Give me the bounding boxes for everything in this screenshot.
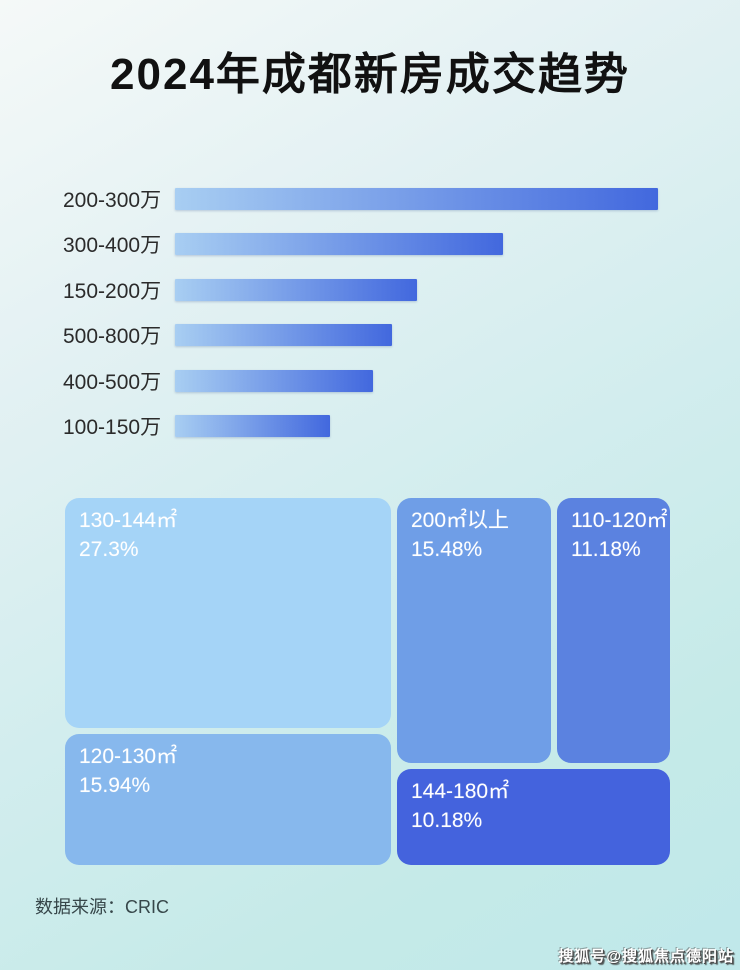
tile-range-label: 144-180㎡ [411,780,510,803]
bar-label: 500-800万 [63,325,162,349]
treemap-tile-130-144: 130-144㎡ 27.3% [65,498,391,728]
bar-fill [175,324,393,347]
tile-percent-label: 10.18% [411,808,483,832]
bar-row: 300-400万 [63,222,658,268]
tile-range-label: 200㎡以上 [411,509,510,532]
tile-percent-label: 11.18% [571,537,641,561]
bar-track [175,415,658,438]
bar-track [175,233,658,256]
bar-label: 300-400万 [63,234,162,258]
tile-range-label: 130-144㎡ [79,509,178,532]
tile-range-label: 110-120㎡ [571,509,668,532]
bar-row: 500-800万 [63,313,658,359]
bar-label: 200-300万 [63,188,162,212]
bar-row: 400-500万 [63,358,658,404]
bar-fill [175,369,374,392]
tile-range-label: 120-130㎡ [79,745,178,768]
treemap-tile-144-180: 144-180㎡ 10.18% [397,769,670,865]
price-bracket-bar-chart: 200-300万 300-400万 150-200万 500-800万 400-… [63,176,658,449]
bar-label: 150-200万 [63,279,162,303]
data-source: 数据来源：CRIC [35,897,169,917]
bar-track [175,278,658,301]
bar-track [175,369,658,392]
bar-fill [175,278,417,301]
bar-label: 100-150万 [63,416,162,440]
tile-percent-label: 15.94% [79,773,151,797]
bar-track [175,324,658,347]
bar-fill [175,415,330,438]
treemap-tile-110-120: 110-120㎡ 11.18% [557,498,670,763]
bar-fill [175,233,504,256]
treemap-tile-120-130: 120-130㎡ 15.94% [65,734,391,865]
watermark: 搜狐号@搜狐焦点德阳站 [558,948,734,965]
bar-track [175,187,658,210]
bar-fill [175,187,658,210]
bar-row: 200-300万 [63,176,658,222]
tile-percent-label: 27.3% [79,537,139,561]
bar-row: 100-150万 [63,404,658,450]
page-title: 2024年成都新房成交趋势 [110,50,630,99]
bar-row: 150-200万 [63,267,658,313]
floor-area-treemap: 130-144㎡ 27.3% 200㎡以上 15.48% 110-120㎡ 11… [65,498,670,865]
bar-label: 400-500万 [63,370,162,394]
tile-percent-label: 15.48% [411,537,483,561]
treemap-tile-200-plus: 200㎡以上 15.48% [397,498,551,763]
